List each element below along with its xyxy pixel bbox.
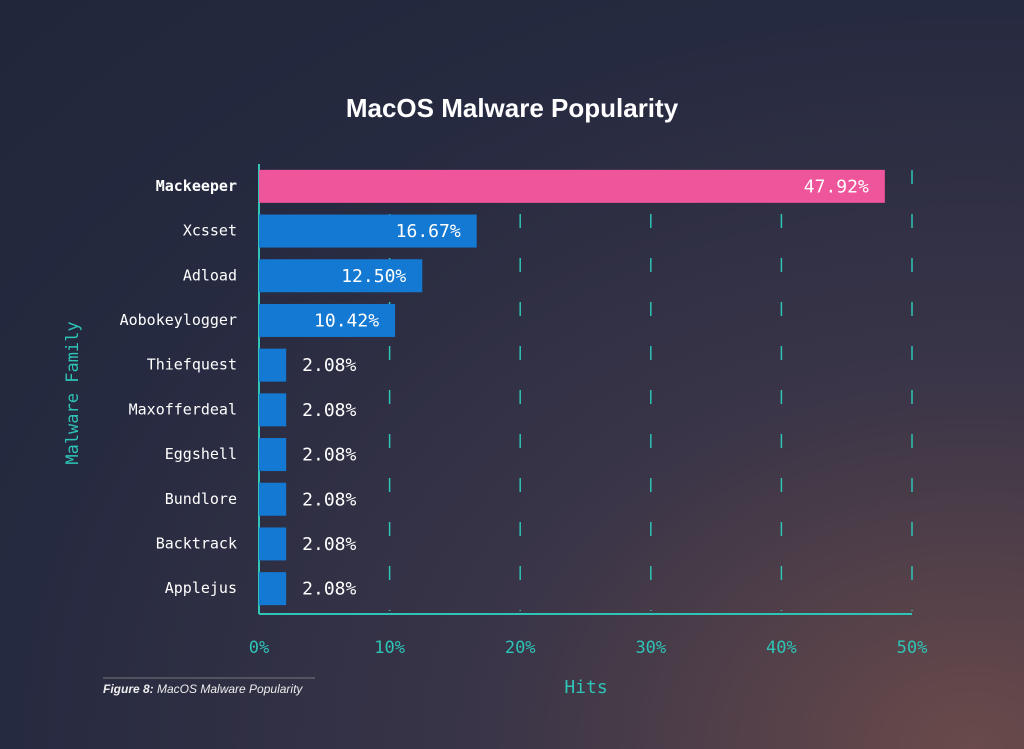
y-axis-title: Malware Family [63,321,83,464]
value-label: 12.50% [341,266,406,287]
value-label: 2.08% [302,489,356,510]
y-tick-label: Thiefquest [147,356,237,374]
bar [259,348,287,382]
bar [259,169,885,203]
chart-title: MacOS Malware Popularity [346,93,679,123]
x-tick-label: 50% [897,638,928,658]
y-tick-label: Maxofferdeal [129,400,237,418]
value-label: 47.92% [804,176,869,197]
x-tick-label: 0% [249,638,269,658]
value-label: 2.08% [302,445,356,466]
value-label: 2.08% [302,355,356,376]
caption-text: MacOS Malware Popularity [157,682,303,696]
y-tick-label: Xcsset [183,222,237,240]
bar [259,214,477,248]
x-tick-label: 10% [374,638,405,658]
x-axis-title: Hits [564,677,607,698]
caption-label: Figure 8: [103,682,154,696]
value-label: 16.67% [396,221,461,242]
y-tick-label: Bundlore [165,490,237,508]
value-label: 2.08% [302,579,356,600]
value-label: 10.42% [314,310,379,331]
x-tick-label: 40% [766,638,797,658]
x-tick-label: 20% [505,638,536,658]
y-tick-label: Backtrack [156,534,237,552]
y-tick-label: Applejus [165,579,237,597]
caption: Figure 8: MacOS Malware Popularity [103,682,303,696]
bar [259,572,287,606]
y-tick-label: Eggshell [165,445,237,463]
value-label: 2.08% [302,400,356,421]
y-tick-label: Mackeeper [156,177,237,195]
bar [259,259,423,293]
y-tick-label: Aobokeylogger [120,311,237,329]
bar [259,303,396,337]
bar [259,527,287,561]
bar [259,482,287,516]
x-tick-label: 30% [635,638,666,658]
bar [259,393,287,427]
value-label: 2.08% [302,534,356,555]
bar [259,438,287,472]
y-tick-label: Adload [183,266,237,284]
